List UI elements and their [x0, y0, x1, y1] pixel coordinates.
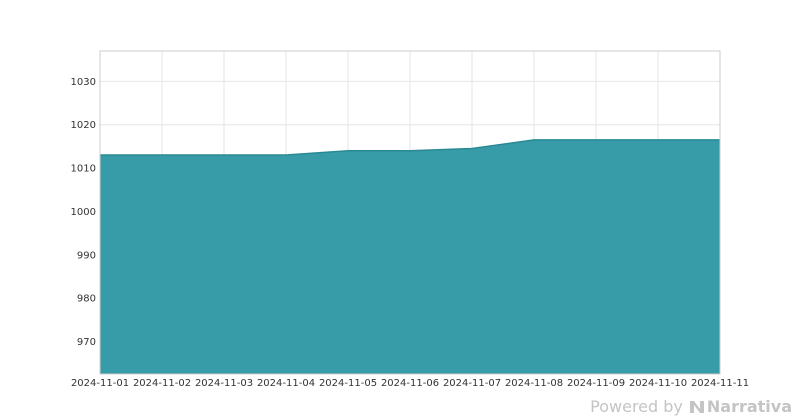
footer-credit: Powered by Narrativa — [590, 397, 792, 416]
y-tick-label: 1010 — [71, 164, 96, 175]
x-tick-label: 2024-11-02 — [133, 378, 191, 389]
x-tick-label: 2024-11-05 — [319, 378, 377, 389]
y-tick-label: 1020 — [71, 120, 96, 131]
x-tick-label: 2024-11-04 — [257, 378, 315, 389]
y-tick-label: 1030 — [71, 77, 96, 88]
brand-logo[interactable]: Narrativa — [689, 397, 792, 416]
y-tick-label: 1000 — [71, 207, 96, 218]
x-axis-ticks: 2024-11-01 2024-11-02 2024-11-03 2024-11-04… — [71, 378, 749, 389]
x-tick-label: 2024-11-07 — [443, 378, 501, 389]
x-tick-label: 2024-11-01 — [71, 378, 129, 389]
brand-name: Narrativa — [706, 397, 792, 416]
y-axis-ticks: 970 980 990 1000 1010 1020 1030 — [71, 77, 96, 348]
x-tick-label: 2024-11-10 — [629, 378, 687, 389]
narrativa-logo-icon — [689, 400, 704, 413]
y-tick-label: 970 — [77, 337, 96, 348]
area-fill — [100, 139, 720, 374]
x-tick-label: 2024-11-08 — [505, 378, 563, 389]
y-tick-label: 990 — [77, 250, 96, 261]
area-series — [99, 139, 721, 374]
x-tick-label: 2024-11-06 — [381, 378, 439, 389]
x-tick-label: 2024-11-03 — [195, 378, 253, 389]
y-tick-label: 980 — [77, 294, 96, 305]
x-tick-label: 2024-11-09 — [567, 378, 625, 389]
powered-by-text: Powered by — [590, 397, 683, 416]
x-tick-label: 2024-11-11 — [691, 378, 749, 389]
plot-frame — [99, 50, 721, 375]
